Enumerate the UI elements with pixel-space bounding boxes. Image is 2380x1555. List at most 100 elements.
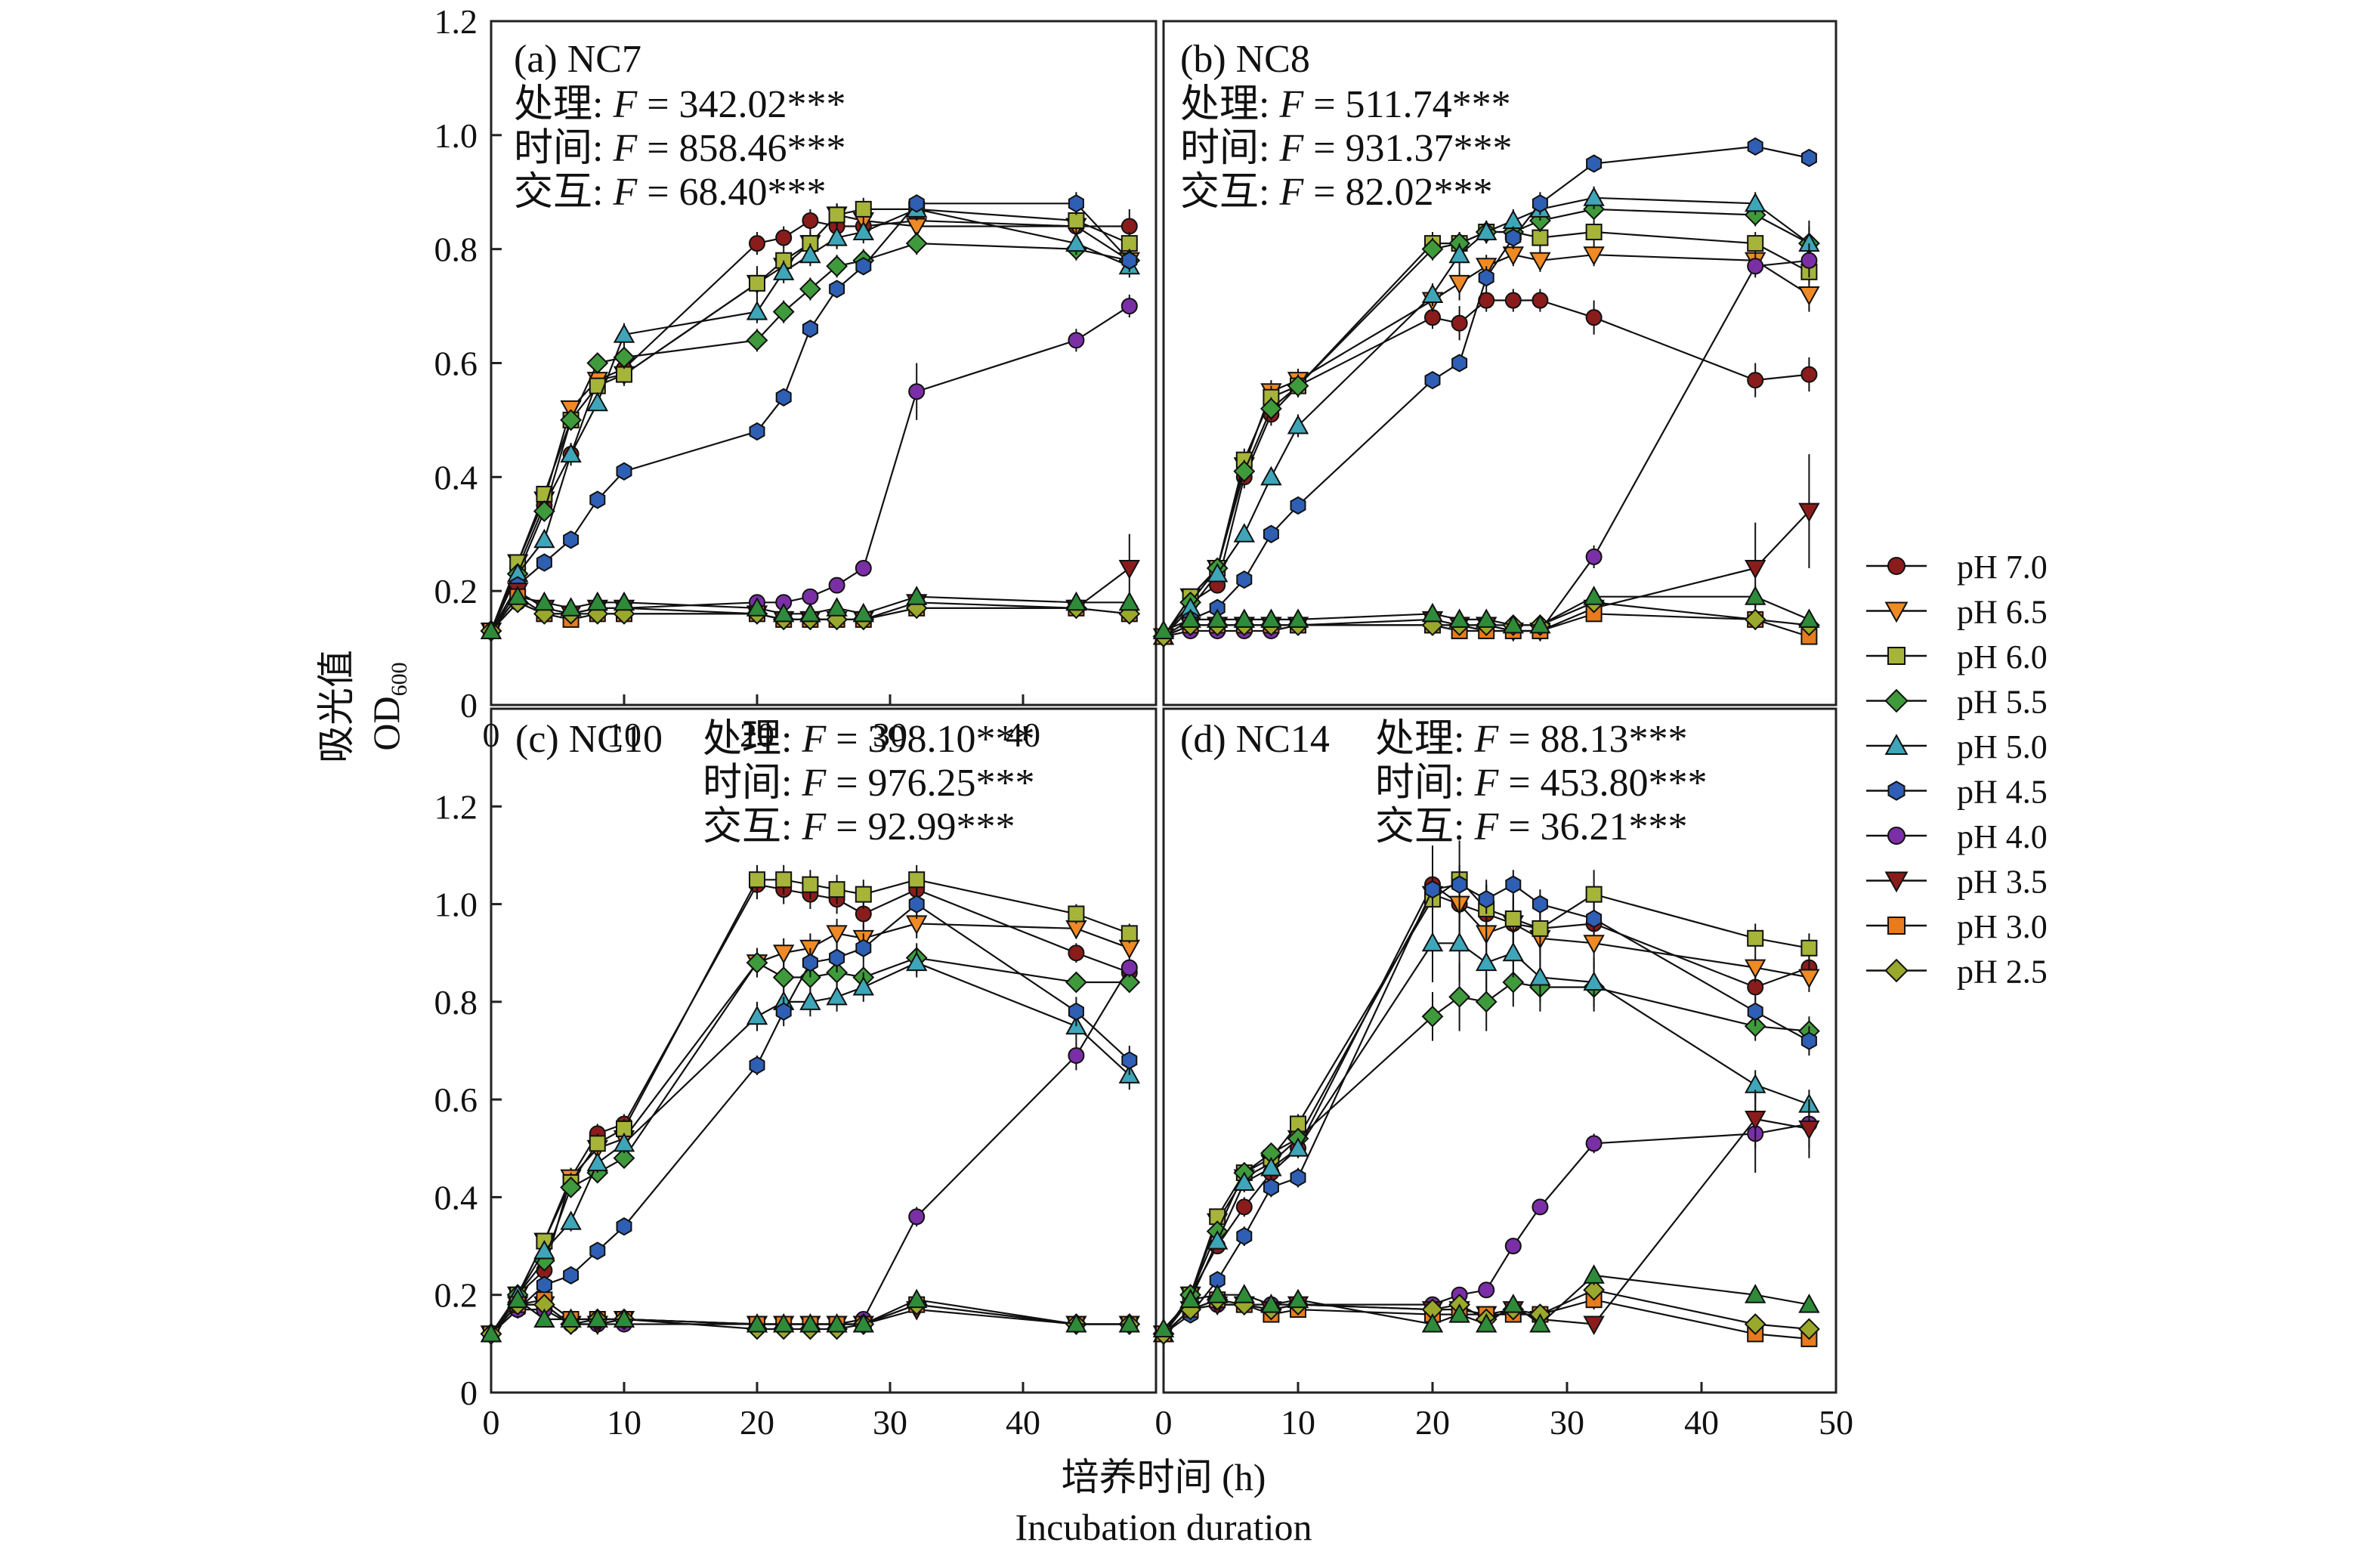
data-point — [1421, 602, 1444, 623]
data-point — [1207, 608, 1229, 628]
legend-label: pH 2.5 — [1957, 954, 2048, 991]
series-extra — [1152, 1264, 1820, 1337]
data-point — [799, 243, 821, 264]
data-point — [1421, 283, 1444, 303]
legend-label: pH 3.0 — [1957, 908, 2048, 945]
data-point — [1586, 154, 1603, 173]
data-point — [1745, 1284, 1766, 1303]
data-point — [773, 944, 795, 964]
data-point — [507, 586, 529, 605]
data-point — [586, 591, 608, 611]
data-point — [1287, 375, 1309, 397]
data-point — [775, 1002, 792, 1021]
data-point — [533, 1239, 555, 1260]
data-point — [799, 278, 821, 300]
data-point — [855, 200, 872, 218]
data-point — [1583, 1264, 1605, 1284]
legend-label: pH 6.0 — [1957, 638, 2048, 675]
data-point — [560, 1176, 583, 1198]
y-tick-label: 0.4 — [434, 1178, 478, 1216]
panel-d-ticks: 0 10 20 30 40 50 — [1155, 1382, 1853, 1442]
data-point — [1583, 1278, 1606, 1301]
x-tick-label: 30 — [1550, 1403, 1584, 1442]
x-tick-label: 40 — [1006, 716, 1040, 754]
data-point — [1583, 586, 1605, 605]
data-point — [746, 329, 768, 351]
series-ph-4.5 — [483, 889, 1138, 1343]
panel-a-title: (a) NC7 — [514, 38, 641, 81]
data-point — [1747, 258, 1764, 275]
data-point — [533, 591, 555, 611]
data-point — [852, 221, 874, 241]
data-point — [480, 620, 502, 639]
data-point — [1585, 224, 1603, 241]
data-point — [1448, 1303, 1470, 1323]
legend-marker — [1887, 827, 1906, 845]
data-point — [1290, 496, 1306, 515]
data-point — [1451, 314, 1468, 332]
legend-label: pH 4.0 — [1957, 818, 2048, 855]
data-point — [480, 1322, 502, 1343]
data-point — [1798, 502, 1820, 523]
panel-b-series — [1152, 137, 1820, 648]
data-point — [1120, 218, 1138, 235]
data-point — [1476, 951, 1498, 972]
data-point — [1529, 966, 1551, 986]
x-tick-label: 10 — [1281, 1403, 1315, 1442]
data-point — [586, 391, 608, 412]
data-point — [775, 229, 793, 246]
series-extra — [480, 1288, 1140, 1343]
data-point — [1287, 1137, 1309, 1157]
legend-label: pH 5.5 — [1957, 684, 2048, 721]
y-tick-label: 0.6 — [434, 345, 478, 383]
data-point — [852, 975, 874, 996]
data-point — [1118, 591, 1140, 611]
data-point — [1233, 608, 1255, 628]
data-point — [1287, 608, 1309, 628]
series-line — [490, 242, 1130, 632]
data-point — [560, 1210, 582, 1230]
legend-item: pH 2.5 — [1866, 954, 2048, 991]
data-point — [1120, 959, 1138, 976]
data-point — [616, 366, 632, 383]
data-point — [908, 871, 926, 889]
data-point — [746, 1005, 768, 1025]
data-point — [586, 352, 609, 374]
data-point — [905, 232, 928, 255]
y-tick-label: 1.2 — [434, 2, 478, 41]
data-point — [1120, 235, 1138, 252]
data-point — [563, 1266, 580, 1285]
legend-marker — [1887, 781, 1906, 801]
data-point — [1068, 944, 1085, 962]
panel-a-stat-interaction: 交互: F = 68.40*** — [514, 171, 827, 214]
data-point — [1532, 895, 1548, 914]
x-axis-title: 培养时间 (h) — [1062, 1456, 1266, 1498]
data-point — [1798, 969, 1820, 989]
series-ph-4.5 — [1155, 870, 1817, 1343]
data-point — [775, 388, 792, 407]
data-point — [1152, 1318, 1175, 1337]
data-point — [855, 257, 872, 276]
data-point — [1260, 1157, 1282, 1176]
data-point — [749, 871, 765, 889]
data-point — [802, 212, 819, 229]
data-point — [906, 951, 928, 972]
y-axis-title-en: OD600 — [365, 662, 412, 750]
data-point — [1583, 1315, 1605, 1336]
data-point — [773, 602, 795, 623]
data-point — [1260, 1294, 1282, 1313]
data-point — [799, 602, 821, 623]
data-point — [1068, 1002, 1084, 1021]
data-point — [1260, 608, 1282, 628]
y-tick-label: 0.8 — [434, 983, 478, 1022]
data-point — [1421, 1005, 1444, 1028]
data-point — [908, 895, 925, 914]
data-point — [1421, 238, 1444, 261]
legend-marker — [1884, 871, 1909, 893]
data-point — [826, 227, 848, 246]
data-point — [1747, 1002, 1763, 1021]
x-tick-label: 20 — [740, 716, 774, 754]
panel-c-stat-time: 时间: F = 976.25*** — [703, 762, 1035, 805]
data-point — [1120, 298, 1138, 315]
data-point — [1478, 889, 1494, 909]
